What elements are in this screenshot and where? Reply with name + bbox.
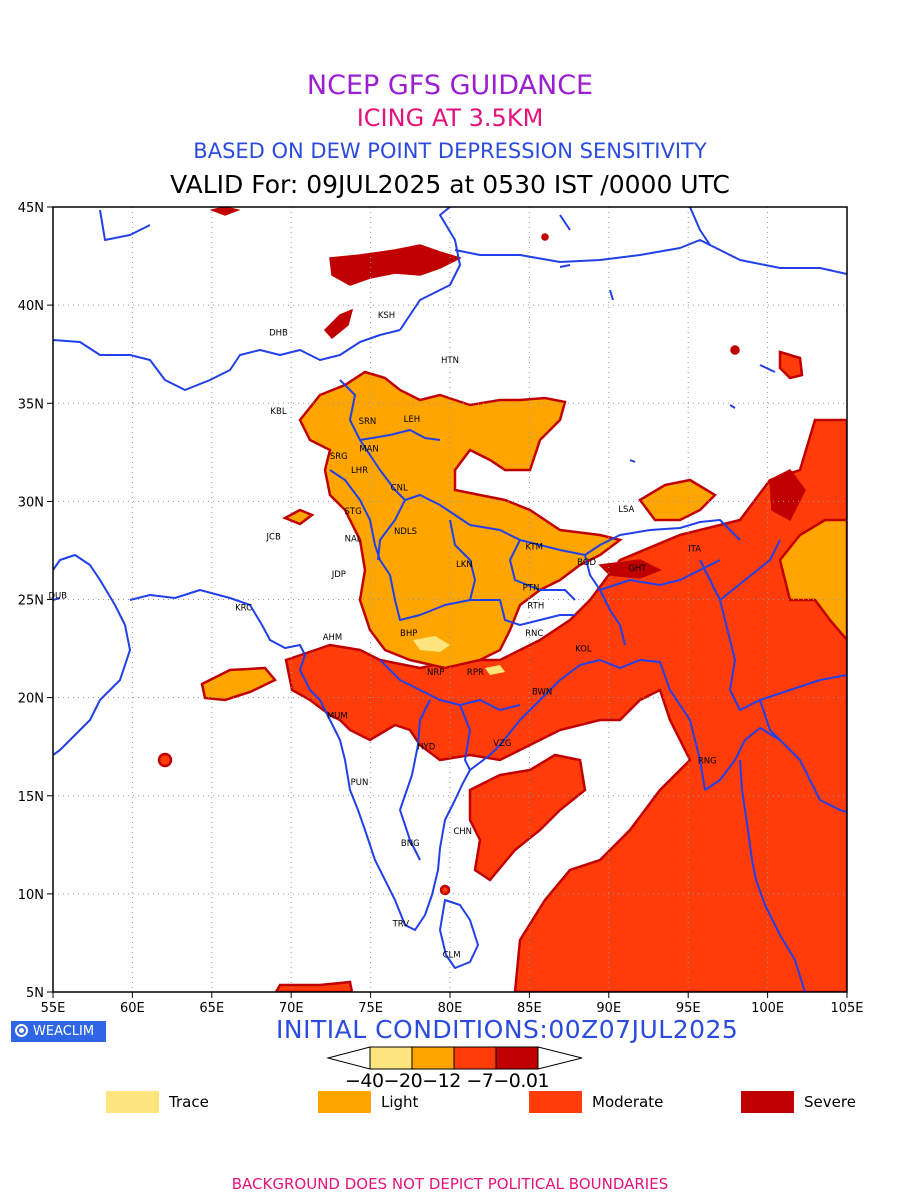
lon-tick-label: 85E (517, 1001, 542, 1016)
station-label-vzg: VZG (493, 739, 511, 749)
lon-tick-label: 95E (676, 1001, 701, 1016)
station-label-rpr: RPR (467, 668, 484, 678)
station-label-trv: TRV (392, 919, 410, 929)
title-guidance: NCEP GFS GUIDANCE (306, 70, 594, 101)
weaclim-logo-badge: WEACLIM (11, 1021, 106, 1042)
coastlines (53, 207, 847, 992)
lon-tick-labels: 55E 60E 65E 70E 75E 80E 85E 90E 95E 100E… (41, 1001, 864, 1016)
lat-tick-label: 40N (18, 299, 44, 314)
station-label-ktm: KTM (525, 543, 542, 553)
station-label-jdp: JDP (331, 570, 346, 580)
lat-tick-label: 35N (18, 397, 44, 412)
lat-tick-label: 10N (18, 888, 44, 903)
colorbar-left-arrow (326, 1046, 371, 1070)
legend-swatch-moderate (529, 1091, 582, 1113)
icing-moderate-area (157, 350, 847, 992)
station-label-ptn: PTN (523, 584, 540, 594)
station-label-hyd: HYD (417, 743, 436, 753)
station-label-bng: BNG (401, 839, 420, 849)
weaclim-logo-icon (15, 1024, 28, 1037)
color-bar (326, 1046, 583, 1070)
station-label-jcb: JCB (266, 533, 281, 543)
station-label-cnl: CNL (391, 484, 408, 494)
station-label-kbl: KBL (270, 407, 286, 417)
station-label-nal: NAL (345, 535, 362, 545)
lon-tick-label: 105E (830, 1001, 863, 1016)
station-label-nrp: NRP (427, 668, 444, 678)
station-label-man: MAN (359, 444, 379, 454)
station-label-rng: RNG (698, 756, 717, 766)
station-label-mum: MUM (327, 711, 348, 721)
lat-tick-label: 45N (18, 201, 44, 216)
station-label-srn: SRN (359, 417, 377, 427)
colorbar-segment (453, 1046, 497, 1070)
legend-swatch-light (318, 1091, 371, 1113)
station-label-ght: GHT (628, 564, 647, 574)
legend-swatch-trace (106, 1091, 159, 1113)
legend-label-moderate: Moderate (592, 1093, 664, 1111)
station-label-srg: SRG (330, 452, 348, 462)
legend-label-trace: Trace (169, 1093, 209, 1111)
station-label-rth: RTH (527, 601, 544, 611)
title-method: BASED ON DEW POINT DEPRESSION SENSITIVIT… (193, 139, 707, 163)
station-label-clm: CLM (443, 951, 461, 961)
colorbar-segment (369, 1046, 413, 1070)
footer-disclaimer: BACKGROUND DOES NOT DEPICT POLITICAL BOU… (231, 1175, 669, 1193)
lat-tick-label: 15N (18, 790, 44, 805)
lat-tick-label: 25N (18, 594, 44, 609)
lat-tick-labels: 5N 10N 15N 20N 25N 30N 35N 40N 45N (18, 201, 44, 1001)
station-label-pun: PUN (351, 778, 369, 788)
initial-conditions-label: INITIAL CONDITIONS:00Z07JUL2025 (276, 1015, 739, 1044)
legend-label-light: Light (381, 1093, 419, 1111)
brand-label: WEACLIM (33, 1024, 95, 1039)
station-label-dhb: DHB (269, 329, 288, 339)
station-label-rnc: RNC (525, 629, 543, 639)
station-label-kol: KOL (575, 645, 592, 655)
lon-tick-label: 75E (358, 1001, 383, 1016)
lon-tick-label: 55E (41, 1001, 66, 1016)
lon-tick-label: 65E (199, 1001, 224, 1016)
lon-tick-label: 90E (596, 1001, 621, 1016)
colorbar-segment (495, 1046, 539, 1070)
station-label-lkn: LKN (456, 560, 473, 570)
icing-map: 55E 60E 65E 70E 75E 80E 85E 90E 95E 100E… (18, 201, 864, 1016)
station-label-leh: LEH (404, 415, 421, 425)
legend-label-severe: Severe (804, 1093, 856, 1111)
map-content (53, 207, 847, 992)
station-label-chn: CHN (453, 827, 472, 837)
title-valid-time: VALID For: 09JUL2025 at 0530 IST /0000 U… (170, 170, 730, 199)
colorbar-labels: −40−20−12 −7−0.01 (345, 1070, 550, 1092)
station-label-bgd: BGD (577, 558, 596, 568)
station-label-krc: KRC (235, 603, 252, 613)
station-label-bhp: BHP (400, 629, 417, 639)
icing-severe-area (209, 207, 806, 579)
colorbar-right-arrow (537, 1046, 583, 1070)
lat-tick-label: 5N (26, 986, 44, 1001)
lat-tick-label: 30N (18, 495, 44, 510)
station-label-ahm: AHM (323, 633, 343, 643)
lon-tick-label: 60E (120, 1001, 145, 1016)
station-label-dub: DUB (48, 592, 67, 602)
icing-trace-area (413, 636, 505, 675)
station-label-ksh: KSH (378, 311, 395, 321)
station-label-lsa: LSA (618, 505, 634, 515)
colorbar-segment (411, 1046, 455, 1070)
lon-tick-label: 70E (279, 1001, 304, 1016)
station-label-bwn: BWN (532, 688, 552, 698)
station-label-stg: STG (345, 507, 362, 517)
tick-marks (47, 206, 848, 998)
lon-tick-label: 80E (438, 1001, 463, 1016)
title-icing-level: ICING AT 3.5KM (356, 104, 544, 132)
station-label-lhr: LHR (351, 466, 368, 476)
station-label-ndls: NDLS (394, 527, 417, 537)
lon-tick-label: 100E (751, 1001, 784, 1016)
station-label-ita: ITA (688, 545, 701, 555)
lat-tick-label: 20N (18, 692, 44, 707)
station-label-htn: HTN (441, 356, 459, 366)
legend-swatch-severe (741, 1091, 794, 1113)
icing-light-area (200, 370, 847, 702)
